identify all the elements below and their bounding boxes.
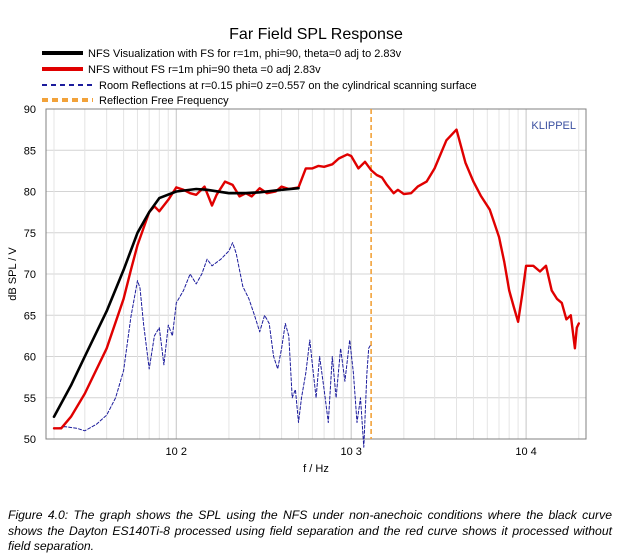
y-tick-label: 90	[24, 104, 36, 116]
plot-area	[45, 108, 587, 440]
legend: NFS Visualization with FS for r=1m, phi=…	[42, 48, 477, 107]
y-axis-label: dB SPL / V	[7, 247, 19, 301]
far-field-spl-chart: Far Field SPL Response NFS Visualization…	[7, 26, 587, 475]
series-layer	[52, 109, 580, 448]
legend-label-reflection-free: Reflection Free Frequency	[99, 95, 229, 107]
y-tick-label: 85	[24, 145, 36, 157]
series-line-room-reflections	[53, 242, 372, 448]
y-tick-label: 60	[24, 352, 36, 364]
legend-label-nfs-no-fs: NFS without FS r=1m phi=90 theta =0 adj …	[88, 64, 321, 76]
y-tick-label: 65	[24, 310, 36, 322]
series-line-nfs-without-fs	[52, 128, 580, 430]
y-axis-ticks: 50 55 60 65 70 75 80 85 90	[24, 104, 36, 446]
grid	[46, 108, 586, 440]
figure-caption: Figure 4.0: The graph shows the SPL usin…	[8, 508, 612, 553]
x-tick-label: 10 2	[166, 446, 187, 458]
x-axis-ticks: 10 2 10 3 10 4	[166, 446, 537, 458]
x-tick-label: 10 4	[515, 446, 536, 458]
legend-label-nfs-fs: NFS Visualization with FS for r=1m, phi=…	[88, 48, 402, 60]
y-tick-label: 75	[24, 228, 36, 240]
x-axis-label: f / Hz	[303, 463, 329, 475]
chart-title: Far Field SPL Response	[229, 26, 403, 43]
series-line-nfs-with-fs	[52, 186, 300, 419]
watermark-klippel: KLIPPEL	[531, 120, 576, 132]
y-tick-label: 70	[24, 269, 36, 281]
y-tick-label: 55	[24, 393, 36, 405]
y-tick-label: 50	[24, 434, 36, 446]
y-tick-label: 80	[24, 187, 36, 199]
legend-label-room-reflections: Room Reflections at r=0.15 phi=0 z=0.557…	[99, 80, 477, 92]
x-tick-label: 10 3	[340, 446, 361, 458]
